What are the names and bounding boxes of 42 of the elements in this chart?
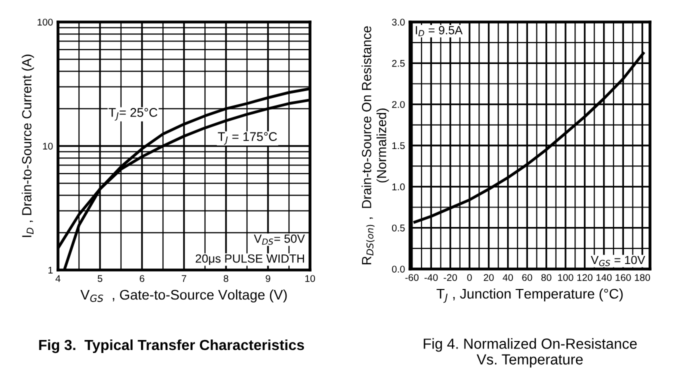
y-tick-label: 1.5 <box>392 142 405 150</box>
y-tick-label: 2.5 <box>392 60 405 67</box>
x-tick-label: 80 <box>541 274 552 281</box>
x-tick-label: 40 <box>502 274 513 281</box>
y-tick-label: 0.0 <box>392 266 405 273</box>
x-tick-label: 8 <box>224 275 228 282</box>
x-tick-label: 7 <box>182 275 186 282</box>
y-tick-label: 10 <box>43 142 53 150</box>
annotation: V$_{GS}$ = 10V <box>590 256 646 266</box>
y-tick-label: 2.0 <box>392 101 405 108</box>
text: Fig 4. Normalized On-Resistance Vs. Temperature <box>424 338 637 368</box>
y-tick-label: 100 <box>38 18 53 26</box>
annotation: I$_{D}$ = 9.5A <box>416 26 463 36</box>
x-tick-label: 120 <box>577 274 592 281</box>
text: Fig 3. Typical Transfer Characteristics <box>39 339 304 354</box>
x-tick-label: 4 <box>56 275 60 282</box>
annotation: V$_{DS}$= 50V <box>254 234 305 245</box>
y-tick-label: 3.0 <box>392 18 405 26</box>
series-label: T$_{J}$= 25°C <box>108 108 158 121</box>
x-axis-title: T$_{J}$ , Junction Temperature (°C) <box>436 288 623 303</box>
x-axis-title: V$_{GS}$ , Gate-to-Source Voltage (V) <box>80 289 287 302</box>
x-tick-label: 10 <box>305 275 316 282</box>
x-tick-label: 180 <box>634 274 650 281</box>
x-tick-label: 0 <box>467 274 472 281</box>
y-tick-label: 1 <box>48 266 53 274</box>
y-axis-title: I$_{D}$ , Drain-to-Source Current (A) <box>22 54 34 237</box>
y-tick-label: 1.0 <box>392 183 405 190</box>
x-tick-label: -20 <box>444 274 457 281</box>
x-tick-label: 9 <box>266 275 270 282</box>
x-tick-label: -40 <box>424 274 438 281</box>
x-tick-label: 160 <box>616 274 631 281</box>
x-tick-label: 20 <box>484 274 494 281</box>
y-tick-label: 0.5 <box>392 224 405 232</box>
y-axis-title: R$_{DS(on)}$ , Drain-to-Source On Resistance (Normalized) <box>362 26 389 264</box>
x-tick-label: 100 <box>558 274 574 281</box>
series-label: T$_{J}$ = 175°C <box>218 132 277 145</box>
x-tick-label: 5 <box>98 275 102 282</box>
x-tick-label: 140 <box>596 274 612 281</box>
x-tick-label: -60 <box>405 274 419 281</box>
x-tick-label: 60 <box>522 274 532 281</box>
annotation: 20μs PULSE WIDTH <box>196 254 304 265</box>
x-tick-label: 6 <box>140 275 144 282</box>
